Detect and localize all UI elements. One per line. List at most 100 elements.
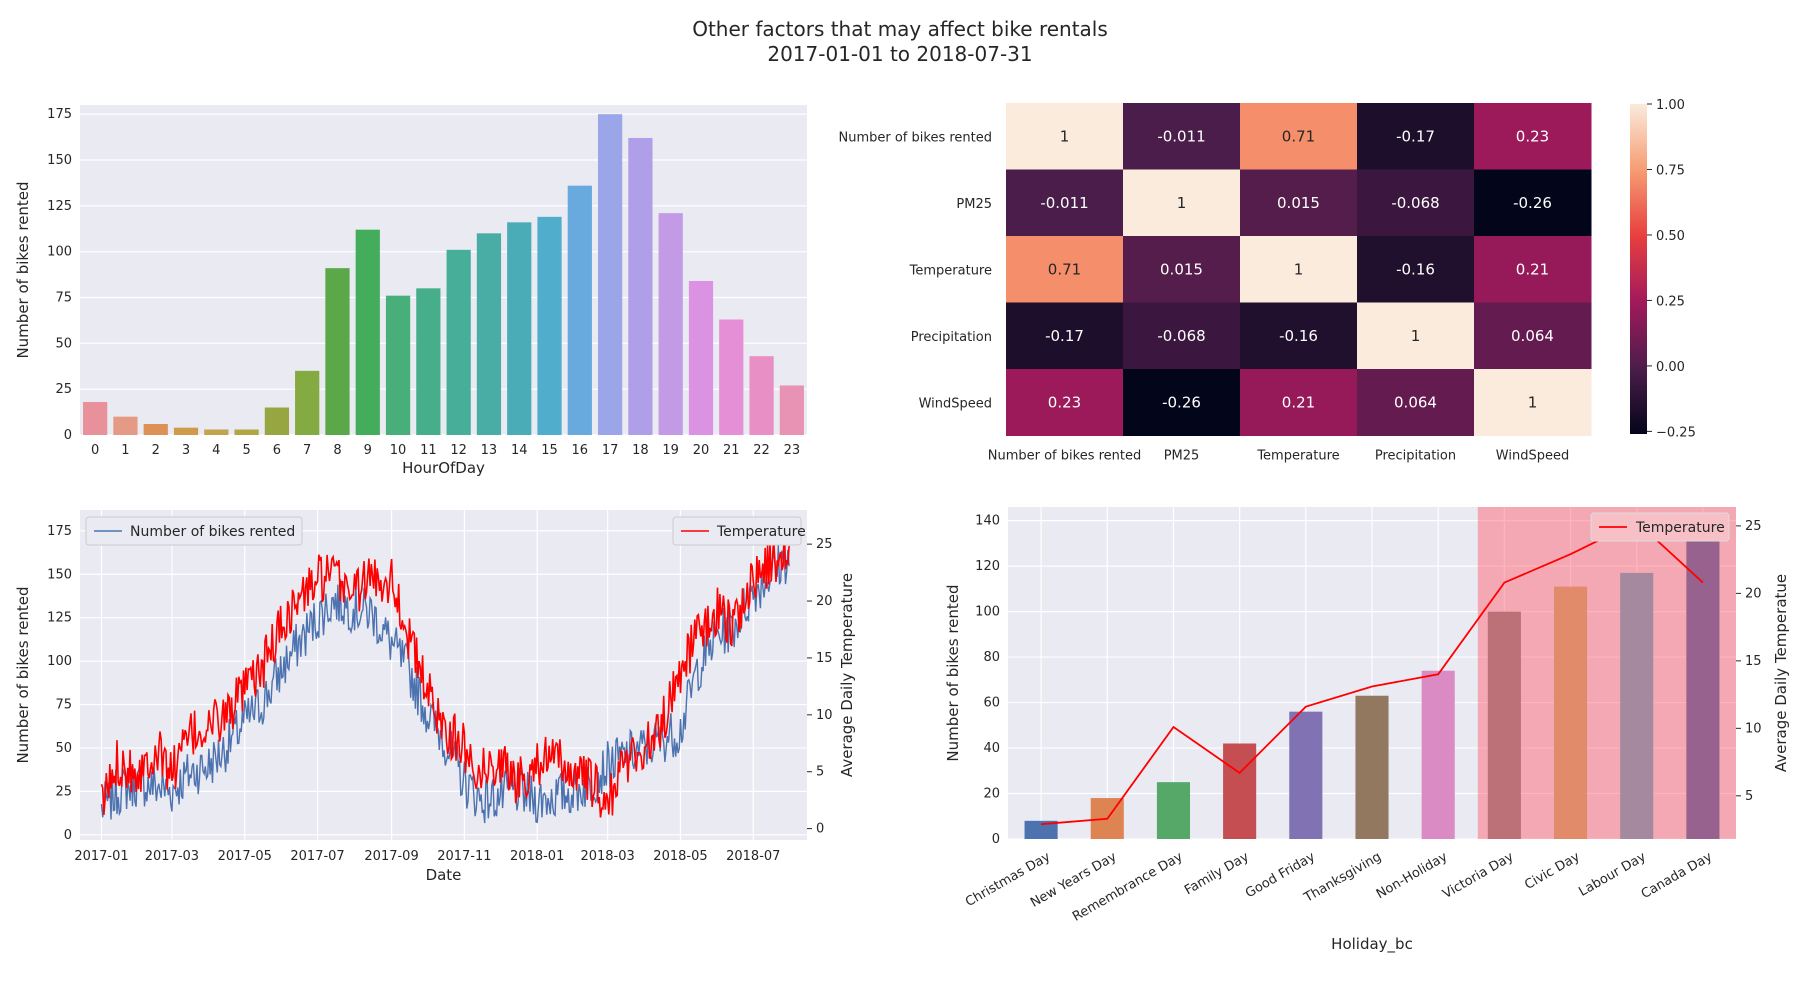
x-tick-label: 2017-05 [218, 849, 272, 864]
heatmap-cell-value: -0.011 [1157, 127, 1205, 145]
heatmap-cell-value: 0.21 [1282, 393, 1315, 411]
y-tick-label: 60 [983, 696, 1000, 711]
heatmap-cell [1123, 369, 1241, 436]
heatmap-cell-value: 0.21 [1516, 260, 1549, 278]
colorbar-tick-label: 0.75 [1656, 163, 1685, 178]
x-tick-label: 15 [541, 443, 558, 458]
heatmap-cell-value: 0.71 [1048, 260, 1081, 278]
y-right-tick-label: 25 [816, 537, 833, 552]
heatmap-cell [1357, 169, 1475, 237]
y-tick-label: 0 [64, 428, 72, 443]
x-tick-label: 2018-01 [510, 849, 564, 864]
y-tick-label: 140 [975, 514, 1000, 529]
heatmap-cell [1474, 302, 1592, 370]
heatmap-cell-value: -0.26 [1162, 393, 1201, 411]
y-tick-label: 175 [47, 107, 72, 122]
y-right-axis-label: Average Daily Temperature [838, 573, 856, 777]
bar [476, 233, 502, 435]
bar [295, 370, 320, 435]
figure-title-line1: Other factors that may affect bike renta… [692, 17, 1108, 41]
heatmap-cell [1357, 103, 1475, 170]
legend-box-right [1590, 512, 1730, 542]
y-tick-label: 120 [975, 559, 1000, 574]
y-tick-label: 25 [55, 784, 72, 799]
x-tick-label: 11 [420, 443, 437, 458]
bar [1620, 572, 1654, 839]
y-tick-label: 50 [55, 336, 72, 351]
y-axis-label: Number of bikes rented [14, 586, 32, 763]
y-tick-label: 25 [55, 382, 72, 397]
series-line [100, 524, 790, 818]
heatmap-cell-value: -0.17 [1045, 327, 1084, 345]
x-tick-label: 20 [693, 443, 710, 458]
heatmap-row-label: Temperature [909, 263, 992, 278]
bar [507, 222, 532, 435]
x-tick-label: 0 [91, 443, 99, 458]
bar [1421, 670, 1455, 839]
bar [113, 416, 138, 435]
heatmap-cell [1006, 302, 1124, 370]
heatmap-cell [1240, 302, 1358, 370]
colorbar-tick-label: 0.00 [1656, 360, 1685, 375]
heatmap-cell-value: 1 [1294, 260, 1304, 278]
heatmap-cell-value: 1 [1060, 127, 1070, 145]
y-right-tick-label: 20 [816, 594, 833, 609]
heatmap-cell [1006, 169, 1124, 237]
heatmap-cell-value: -0.17 [1396, 127, 1435, 145]
heatmap-col-label: WindSpeed [1496, 449, 1569, 464]
series-line [100, 545, 790, 824]
bar [537, 216, 562, 435]
x-tick-label: 2017-01 [74, 849, 128, 864]
legend-label: Number of bikes rented [130, 524, 295, 540]
bar [1686, 516, 1720, 839]
y-right-tick-label: 10 [816, 708, 833, 723]
bar [143, 424, 168, 435]
heatmap-cell [1474, 369, 1592, 436]
bar [719, 319, 744, 435]
heatmap-cell [1123, 302, 1241, 370]
legend-box-right [672, 516, 802, 546]
y-right-axis-label: Average Daily Temperatue [1772, 574, 1790, 772]
heatmap-cell [1006, 236, 1124, 303]
x-tick-label: 1 [121, 443, 129, 458]
x-tick-label: 2018-05 [653, 849, 707, 864]
x-tick-label: 18 [632, 443, 649, 458]
heatmap-col-label: Temperature [1256, 449, 1339, 464]
y-tick-label: 150 [47, 153, 72, 168]
y-tick-label: 100 [47, 654, 72, 669]
bar [264, 407, 290, 435]
bar [749, 356, 774, 435]
x-axis-label: HourOfDay [402, 459, 485, 477]
bar [173, 427, 199, 435]
heatmap-cell [1006, 103, 1124, 170]
heatmap-cell-value: 0.71 [1282, 127, 1315, 145]
heatmap-cell-value: 0.064 [1394, 393, 1437, 411]
bar [779, 385, 804, 435]
x-tick-label: 2018-03 [580, 849, 634, 864]
y-right-tick-label: 25 [1745, 519, 1762, 534]
bar [1289, 711, 1323, 839]
heatmap-cell-value: 0.015 [1277, 194, 1320, 212]
bar [1024, 820, 1058, 839]
heatmap-col-label: Precipitation [1375, 449, 1456, 464]
legend-label: Temperature [716, 524, 806, 540]
heatmap-cell [1357, 302, 1475, 370]
heatmap-cell-value: 1 [1411, 327, 1421, 345]
heatmap-cell [1474, 169, 1592, 237]
x-tick-label: 6 [273, 443, 281, 458]
x-tick-label: Civic Day [1522, 849, 1583, 893]
heatmap-row-label: WindSpeed [919, 396, 992, 411]
bar [416, 288, 441, 435]
y-right-tick-label: 15 [1745, 654, 1762, 669]
heatmap-cell [1123, 103, 1241, 170]
x-tick-label: 2018-07 [726, 849, 780, 864]
x-tick-label: 3 [182, 443, 190, 458]
heatmap-cell-value: -0.26 [1513, 194, 1552, 212]
y-right-tick-label: 5 [1745, 789, 1753, 804]
heatmap-cell-value: 0.23 [1048, 393, 1081, 411]
y-tick-label: 100 [975, 605, 1000, 620]
bar [385, 295, 411, 435]
